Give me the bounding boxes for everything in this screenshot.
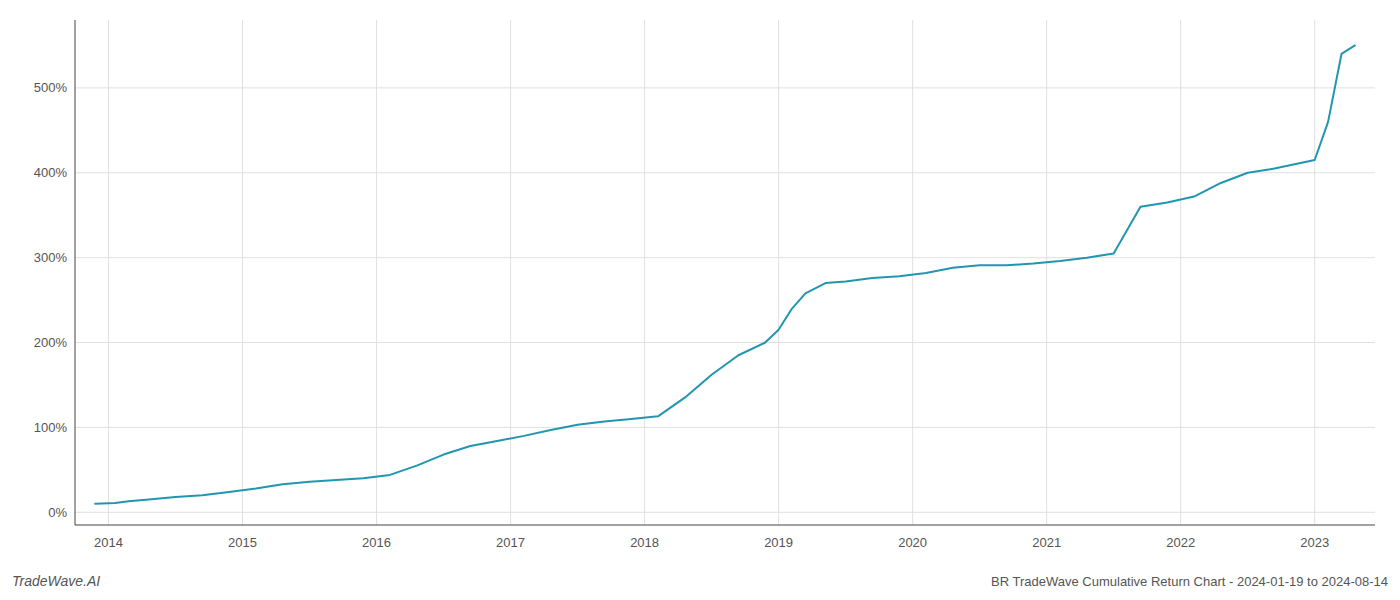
x-grid-line (510, 20, 511, 525)
y-tick-label: 100% (34, 420, 68, 435)
x-tick-label: 2017 (496, 535, 525, 550)
y-tick-label: 300% (34, 250, 68, 265)
background (0, 0, 1400, 600)
y-grid-line (75, 427, 1375, 428)
x-tick-label: 2015 (228, 535, 257, 550)
x-tick-label: 2020 (898, 535, 927, 550)
plot-area (95, 45, 1355, 503)
x-tick-label: 2022 (1166, 535, 1195, 550)
y-grid-line (75, 342, 1375, 343)
x-grid-line (376, 20, 377, 525)
x-tick-label: 2021 (1032, 535, 1061, 550)
title: BR TradeWave Cumulative Return Chart - 2… (991, 574, 1388, 589)
tick-labels: 2014 2015 2016 2017 2018 2019 2020 2021 2022 2023… (34, 80, 1329, 550)
y-grid-line (75, 512, 1375, 513)
x-grid-line (644, 20, 645, 525)
x-grid-line (242, 20, 243, 525)
y-tick-label: 500% (34, 80, 68, 95)
x-grid-line (1046, 20, 1047, 525)
x-grid-line (1314, 20, 1315, 525)
x-tick-label: 2018 (630, 535, 659, 550)
x-grid-line (108, 20, 109, 525)
y-axis-line (75, 20, 76, 525)
x-grid-line (1180, 20, 1181, 525)
y-grid-line (75, 87, 1375, 88)
x-tick-label: 2016 (362, 535, 391, 550)
y-tick-label: 400% (34, 165, 68, 180)
watermark: TradeWave.AI (12, 573, 100, 589)
data-line (95, 45, 1355, 503)
chart: 2014 2015 2016 2017 2018 2019 2020 2021 2022 2023… (0, 0, 1400, 600)
y-grid-line (75, 172, 1375, 173)
grid (75, 20, 1375, 525)
x-tick-label: 2014 (94, 535, 123, 550)
x-tick-label: 2023 (1300, 535, 1329, 550)
y-tick-label: 0% (48, 505, 67, 520)
x-grid-line (912, 20, 913, 525)
y-tick-label: 200% (34, 335, 68, 350)
x-grid-line (778, 20, 779, 525)
x-tick-label: 2019 (764, 535, 793, 550)
y-grid-line (75, 257, 1375, 258)
x-axis-line (75, 525, 1375, 526)
